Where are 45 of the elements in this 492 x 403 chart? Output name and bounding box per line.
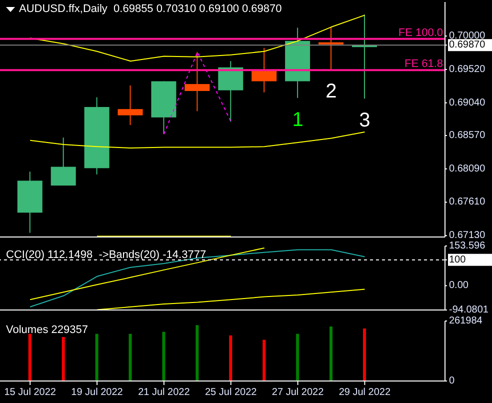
y-tick-label: 0.67130 [449,230,486,242]
line-series [30,14,366,62]
y-tick-label: 0 [449,376,455,386]
bar [28,334,32,381]
y-tick-label: -94.0801 [449,304,489,316]
annotation: 1 [292,108,304,131]
chart-title: Volumes 229357 [6,324,88,336]
x-tick-label: 25 Jul 2022 [205,387,258,398]
bar [196,325,199,381]
y-tick-label: 0.68570 [449,130,486,141]
bar [362,328,366,381]
line-series [96,288,366,310]
bar [128,334,132,381]
x-tick-label: 15 Jul 2022 [4,387,56,398]
line-series [30,132,366,149]
ref-line-label: FE 61.8 [404,58,443,70]
x-tick-label: 29 Jul 2022 [338,387,391,398]
bar [229,335,232,381]
bar [95,334,98,381]
candlestick [184,52,210,112]
y-tick-label: 261984 [449,316,483,326]
chart-title: CCI(20) 112.1498 ->Bands(20) -14.3777 [6,249,206,261]
y-tick-label: 0.69520 [449,64,486,75]
y-tick-label: 0.69040 [449,97,486,108]
y-tick-label: 0.69870 [449,40,486,51]
x-tick-label: 19 Jul 2022 [71,387,124,398]
candlestick [118,84,143,126]
y-tick-label: 0.70000 [449,30,486,42]
y-tick-label: 100 [449,254,466,266]
annotation: 2 [326,80,337,102]
bar [62,337,65,381]
y-tick-label: 0.67610 [449,196,486,208]
bar [296,334,300,381]
chart-title: AUDUSD.ffx,Daily 0.69855 0.70310 0.69100 0.69870 [19,3,282,15]
bar [330,326,333,381]
annotation: 3 [359,110,370,132]
y-tick-label: 0.68090 [449,163,486,174]
bar [162,332,166,381]
x-tick-label: 21 Jul 2022 [138,387,190,398]
candlestick [318,26,344,70]
ref-line-label: FE 100.0 [398,26,443,39]
x-tick-label: 27 Jul 2022 [272,387,324,398]
bar [262,340,266,381]
y-tick-label: 153.596 [449,240,486,252]
y-tick-label: 0.00 [449,280,469,292]
